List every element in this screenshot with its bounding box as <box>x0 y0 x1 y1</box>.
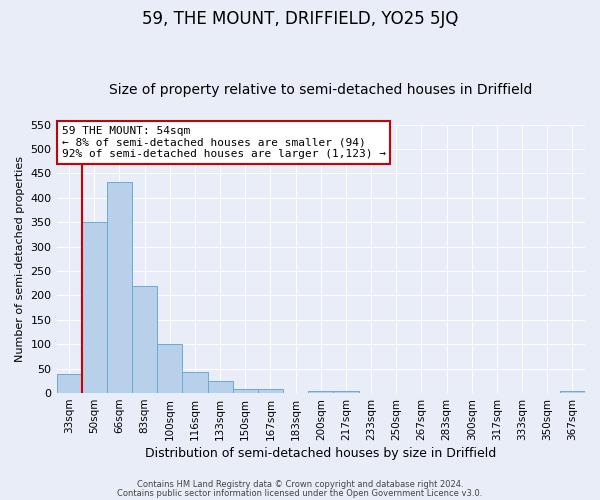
Bar <box>208 381 233 393</box>
Bar <box>308 390 334 393</box>
Text: Contains HM Land Registry data © Crown copyright and database right 2024.: Contains HM Land Registry data © Crown c… <box>137 480 463 489</box>
Bar <box>182 372 208 393</box>
Title: Size of property relative to semi-detached houses in Driffield: Size of property relative to semi-detach… <box>109 83 532 97</box>
Y-axis label: Number of semi-detached properties: Number of semi-detached properties <box>15 156 25 362</box>
Text: 59, THE MOUNT, DRIFFIELD, YO25 5JQ: 59, THE MOUNT, DRIFFIELD, YO25 5JQ <box>142 10 458 28</box>
Bar <box>560 390 585 393</box>
X-axis label: Distribution of semi-detached houses by size in Driffield: Distribution of semi-detached houses by … <box>145 447 496 460</box>
Bar <box>132 286 157 393</box>
Bar <box>258 389 283 393</box>
Text: 59 THE MOUNT: 54sqm
← 8% of semi-detached houses are smaller (94)
92% of semi-de: 59 THE MOUNT: 54sqm ← 8% of semi-detache… <box>62 126 386 159</box>
Bar <box>157 344 182 393</box>
Bar <box>107 182 132 393</box>
Text: Contains public sector information licensed under the Open Government Licence v3: Contains public sector information licen… <box>118 488 482 498</box>
Bar <box>334 391 359 393</box>
Bar <box>56 374 82 393</box>
Bar <box>233 388 258 393</box>
Bar <box>82 222 107 393</box>
